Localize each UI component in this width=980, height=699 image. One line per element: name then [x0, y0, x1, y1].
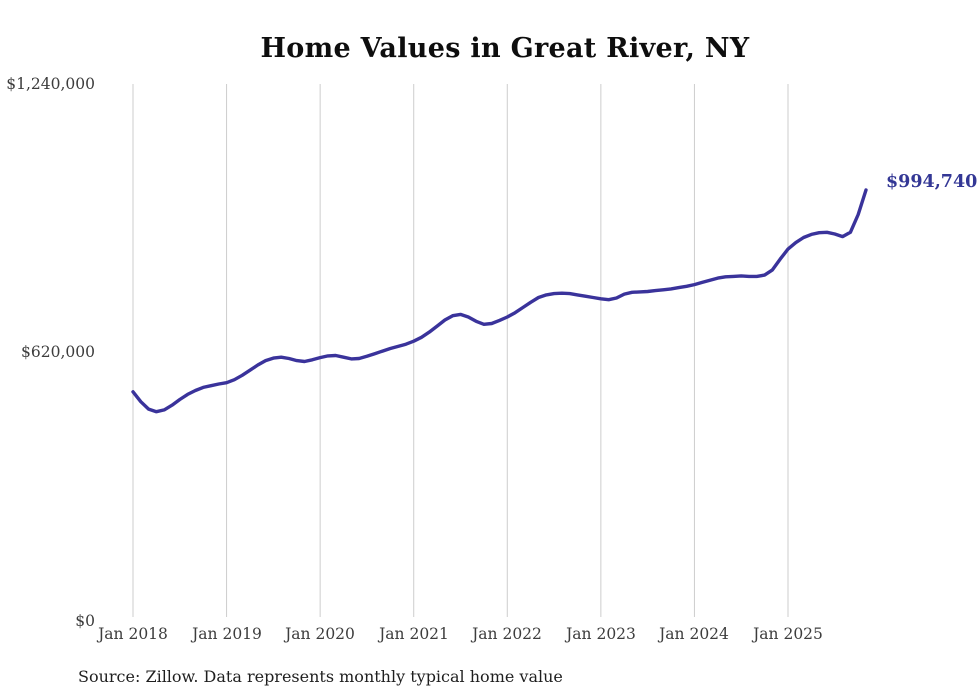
- latest-value-label: $994,740: [886, 172, 978, 192]
- x-axis-tick-jan-2020: Jan 2020: [285, 625, 355, 643]
- chart-title: Home Values in Great River, NY: [260, 33, 750, 64]
- x-axis-tick-jan-2024: Jan 2024: [659, 625, 729, 643]
- x-axis-tick-jan-2023: Jan 2023: [566, 625, 636, 643]
- y-axis-tick-0: $0: [75, 612, 95, 630]
- x-axis-tick-jan-2018: Jan 2018: [98, 625, 168, 643]
- home-value-line: [131, 188, 868, 414]
- y-axis-tick-1240000: $1,240,000: [6, 75, 95, 93]
- x-axis-tick-jan-2022: Jan 2022: [472, 625, 542, 643]
- source-note: Source: Zillow. Data represents monthly …: [78, 667, 563, 686]
- x-axis-tick-jan-2019: Jan 2019: [192, 625, 262, 643]
- y-axis-tick-620000: $620,000: [21, 343, 95, 361]
- x-axis-tick-jan-2021: Jan 2021: [379, 625, 449, 643]
- x-axis-tick-jan-2025: Jan 2025: [753, 625, 823, 643]
